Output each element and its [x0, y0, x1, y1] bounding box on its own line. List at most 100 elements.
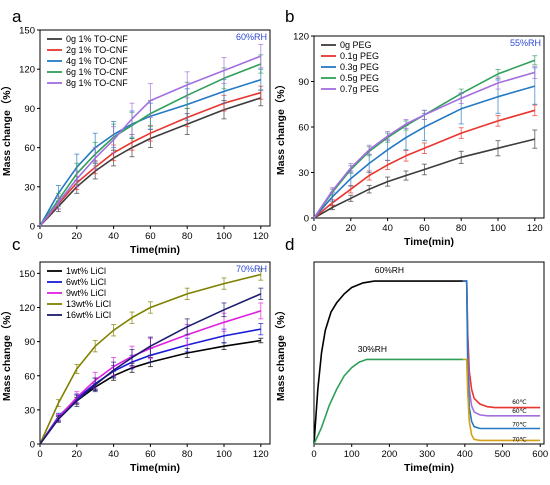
x-tick-label: 500: [495, 449, 511, 460]
y-tick-label: 90: [24, 104, 35, 115]
y-axis-label: Mass change（%）: [0, 80, 13, 176]
x-tick-label: 40: [382, 223, 393, 234]
legend-label: 0.1g PEG: [340, 51, 379, 61]
x-tick-label: 100: [490, 223, 506, 234]
x-tick-label: 80: [456, 223, 467, 234]
series-line: [313, 71, 536, 219]
series-0: [39, 89, 264, 227]
panel-a: a 0 20 40 60 80 100 120 0 30 60 90 120 150 Time(min) Ma…: [0, 7, 271, 256]
x-tick-label: 0: [311, 449, 316, 460]
series-4: [39, 287, 264, 445]
curve-annotation: 60%RH: [375, 265, 404, 275]
legend-label: 16wt% LiCl: [66, 310, 111, 320]
y-tick-label: 150: [19, 26, 35, 37]
y-tick-label: 120: [293, 32, 309, 43]
series-line-4: [462, 280, 541, 430]
panel-letter: b: [285, 7, 294, 26]
panel-b: b 0 20 40 60 80 100 120 0 30 60 90 120 Time(min) Mass …: [274, 7, 545, 248]
y-tick-label: 120: [19, 303, 35, 314]
x-tick-label: 0: [37, 231, 42, 242]
y-tick-label: 90: [298, 77, 309, 88]
y-axis-label: Mass change（%）: [0, 305, 13, 401]
series-3: [39, 268, 264, 445]
x-tick-label: 120: [253, 449, 269, 460]
legend-label: 1wt% LiCl: [66, 266, 106, 276]
plot-frame: [39, 261, 271, 445]
y-tick-label: 60: [24, 371, 35, 382]
curve-annotation: 60℃: [512, 408, 527, 415]
series-0: [313, 129, 538, 219]
series-line: [313, 85, 536, 219]
x-tick-label: 0: [37, 449, 42, 460]
legend-label: 4g 1% TO-CNF: [66, 56, 128, 66]
y-tick-label: 30: [298, 168, 309, 179]
series-line: [39, 91, 262, 227]
legend-label: 0.5g PEG: [340, 73, 379, 83]
x-tick-label: 120: [527, 223, 543, 234]
x-tick-label: 80: [182, 231, 193, 242]
x-tick-label: 60: [145, 449, 156, 460]
x-tick-label: 100: [216, 231, 232, 242]
y-tick-label: 0: [30, 222, 35, 233]
legend-label: 0g 1% TO-CNF: [66, 34, 128, 44]
series-line: [313, 109, 536, 219]
y-tick-label: 0: [304, 214, 309, 225]
series-line: [39, 273, 261, 445]
humidity-annotation: 55%RH: [510, 38, 541, 48]
x-tick-label: 400: [457, 449, 473, 460]
series-line-5: [462, 358, 541, 442]
curve-annotation: 60℃: [512, 399, 527, 406]
x-axis-label: Time(min): [130, 462, 180, 474]
legend-label: 2g 1% TO-CNF: [66, 45, 128, 55]
humidity-annotation: 60%RH: [236, 32, 267, 42]
y-tick-label: 30: [24, 182, 35, 193]
series-line: [39, 55, 262, 227]
series-line: [39, 97, 262, 227]
legend-label: 9wt% LiCl: [66, 288, 106, 298]
x-tick-label: 300: [419, 449, 435, 460]
series-line: [313, 59, 536, 219]
series-1: [313, 104, 538, 219]
series-4: [313, 65, 538, 219]
legend-label: 6g 1% TO-CNF: [66, 67, 128, 77]
y-tick-label: 30: [24, 405, 35, 416]
panel-c: c 0 20 40 60 80 100 120 0 30 60 90 120 150 Time(min) Ma…: [0, 235, 271, 474]
x-tick-label: 120: [253, 231, 269, 242]
series-line: [39, 63, 262, 227]
plot-frame: [39, 29, 271, 227]
x-tick-label: 20: [346, 223, 357, 234]
plot-frame: [313, 261, 545, 445]
legend-label: 0.3g PEG: [340, 62, 379, 72]
panel-letter: a: [12, 7, 22, 26]
y-tick-label: 90: [24, 337, 35, 348]
x-tick-label: 40: [108, 231, 119, 242]
series-line-1: [313, 358, 463, 445]
x-tick-label: 100: [344, 449, 360, 460]
series-4: [39, 43, 264, 227]
legend-label: 8g 1% TO-CNF: [66, 78, 128, 88]
series-line-2: [462, 280, 541, 409]
series-line-3: [462, 280, 541, 417]
x-tick-label: 600: [532, 449, 548, 460]
x-axis-label: Time(min): [130, 244, 180, 256]
x-tick-label: 60: [145, 231, 156, 242]
x-tick-label: 100: [216, 449, 232, 460]
legend-label: 0.7g PEG: [340, 84, 379, 94]
y-tick-label: 0: [30, 440, 35, 451]
series-line: [313, 138, 535, 219]
humidity-annotation: 70%RH: [236, 264, 267, 274]
legend-label: 13wt% LiCl: [66, 299, 111, 309]
curve-annotation: 30%RH: [358, 344, 387, 354]
series-line-0: [313, 280, 463, 445]
panel-letter: c: [12, 235, 21, 254]
legend-label: 0g PEG: [340, 40, 372, 50]
series-line: [39, 310, 262, 445]
x-tick-label: 200: [381, 449, 397, 460]
y-tick-label: 120: [19, 65, 35, 76]
x-tick-label: 40: [108, 449, 119, 460]
series-line: [39, 293, 262, 445]
